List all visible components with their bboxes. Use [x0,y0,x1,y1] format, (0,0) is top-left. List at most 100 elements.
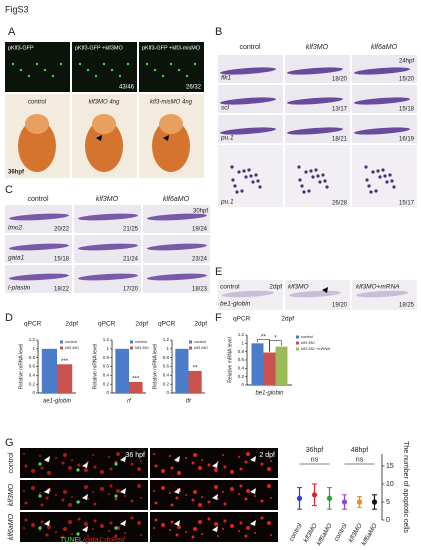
photo [139,42,204,92]
gfp-signal [161,74,165,78]
tunel-signal [38,494,42,498]
gfp-signal [118,74,122,78]
arrowhead [96,135,102,141]
column-header: klf3MO [306,44,329,51]
stain [9,243,69,251]
dsred-signal [214,468,218,472]
arrowhead [250,488,256,494]
dsred-signal [93,519,97,523]
image-label: 2dpf [269,284,282,291]
specimen [85,120,123,172]
panel-letter: F [215,312,222,324]
dsred-signal [254,495,256,497]
chart-subtitle: 2dpf [194,321,207,328]
image-label: klf3MO+mRNA [356,284,400,291]
count: 15/17 [399,201,415,207]
significance: ** [193,365,198,371]
dsred-signal [169,529,171,531]
stain [240,189,244,193]
y-tick-label: 1 [32,346,35,351]
stage: 30hpf [193,209,208,215]
x-tick-label: tfr [186,399,192,405]
specimen [92,114,116,134]
y-tick-label: 0.6 [29,364,36,369]
panel-letter: A [8,26,16,38]
stain [287,67,343,75]
dsred-signal [193,453,197,457]
legend-label: klf3 MO +mRNA [301,346,330,351]
dsred-signal [153,527,155,529]
y-tick-label: 0.6 [238,357,245,362]
chart-title: qPCR [158,321,176,328]
y-tick-label: 0.2 [163,381,170,386]
arrowhead [250,520,256,526]
tunel-signal [114,526,118,530]
stain [356,290,408,298]
dsred-signal [254,532,256,534]
gfp-signal [102,62,106,66]
point [371,499,378,505]
y-tick-label: 0.2 [103,381,110,386]
row-label: klf3MO [8,483,15,506]
count: 13/17 [332,107,348,113]
stain [249,174,253,178]
dsred-signal [68,466,72,470]
dsred-signal [23,453,25,455]
stain [247,168,251,172]
count: 15/20 [399,77,415,83]
dsred-signal [185,531,187,533]
dsred-signal [175,496,179,500]
dsred-signal [154,518,158,522]
dsred-signal [39,455,41,457]
dsred-signal [116,452,120,456]
dsred-signal [246,489,250,493]
gfp-signal [51,74,55,78]
stain [325,185,329,189]
dsred-signal [239,484,243,488]
bar [115,348,129,393]
stain [220,97,276,105]
arrowhead [82,494,88,500]
group-label: 36hpf [306,447,324,454]
x-tick-label: be1-globin [255,391,284,397]
chart-subtitle: 2dpf [65,321,78,328]
dsred-signal [116,489,120,493]
legend-swatch [296,335,299,339]
y-tick-label: 0 [166,390,169,395]
y-tick-label: 0.2 [29,381,36,386]
dsred-signal [198,520,202,524]
dsred-signal [222,528,224,530]
stain [147,243,207,251]
stain [316,174,320,178]
gfp-signal [185,74,189,78]
panel-letter: C [5,184,13,196]
dsred-signal [61,461,65,465]
stain [323,179,327,183]
dsred-signal [55,494,57,496]
y-tick-label: 0 [241,382,244,387]
count: 18/21 [332,137,348,143]
legend-swatch [296,341,299,345]
legend-swatch [189,340,192,344]
dsred-signal [207,517,211,521]
dsred-signal [191,461,195,465]
point [296,495,303,501]
dsred-signal [153,490,155,492]
stain [289,290,341,298]
bar [41,348,57,393]
chart-title: qPCR [24,321,42,328]
chart-title: qPCR [98,321,116,328]
dsred-signal [223,465,227,469]
bracket [269,340,282,352]
dsred-signal [201,533,203,535]
dsred-signal [130,499,134,503]
dsred-signal [260,462,264,466]
dsred-signal [61,498,65,502]
dsred-signal [92,528,94,530]
stain [220,67,276,75]
dsred-signal [40,503,44,507]
y-axis-label: Relative mRNA level [152,344,158,390]
image-label: klf3MO [288,284,309,291]
gfp-signal [11,62,15,66]
gene-label: flk1 [221,75,232,82]
